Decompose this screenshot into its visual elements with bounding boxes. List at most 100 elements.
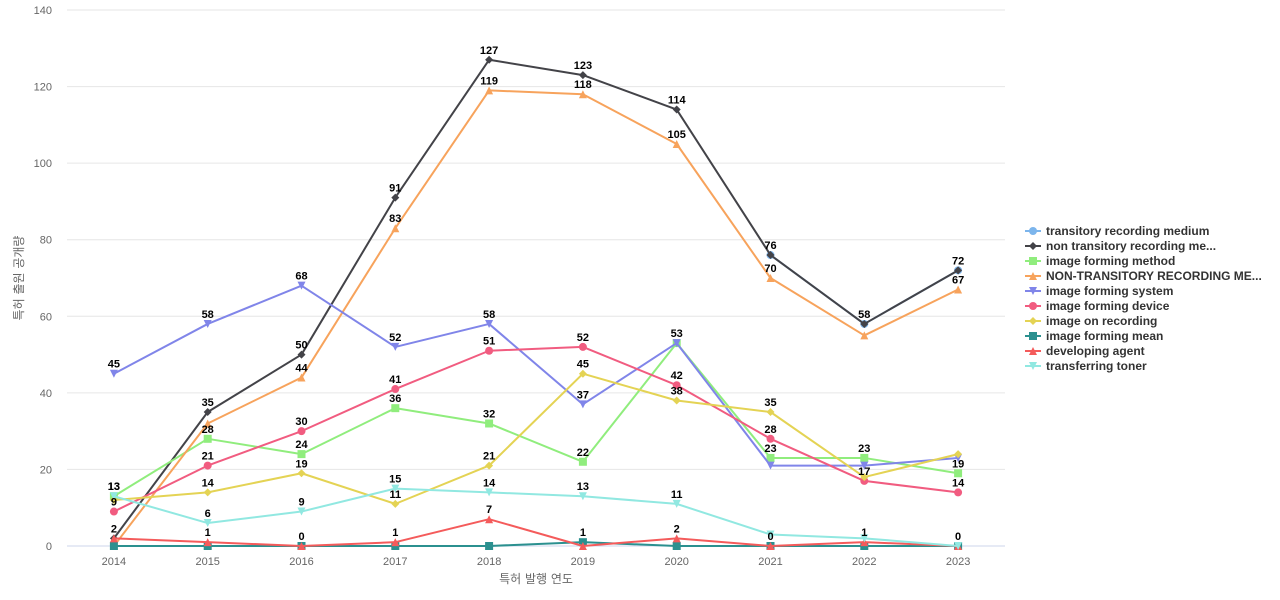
data-point[interactable] <box>391 342 400 351</box>
data-point[interactable] <box>578 71 587 80</box>
data-point[interactable] <box>672 534 681 543</box>
data-point[interactable] <box>766 434 775 443</box>
data-point[interactable] <box>860 319 869 328</box>
data-point[interactable] <box>297 373 306 382</box>
data-point[interactable] <box>297 507 306 516</box>
data-point[interactable] <box>485 488 494 497</box>
data-label: 45 <box>108 359 120 371</box>
data-point[interactable] <box>954 285 963 294</box>
data-point[interactable] <box>766 408 775 416</box>
data-point[interactable] <box>203 519 212 528</box>
data-point[interactable] <box>203 419 212 428</box>
data-point[interactable] <box>672 339 681 348</box>
data-point[interactable] <box>297 469 306 478</box>
series-line[interactable] <box>113 518 959 547</box>
data-point[interactable] <box>766 461 775 470</box>
series-line[interactable] <box>113 541 959 547</box>
data-point[interactable] <box>485 319 494 328</box>
data-point[interactable] <box>203 461 212 470</box>
data-point[interactable] <box>578 342 587 351</box>
data-point[interactable] <box>860 453 869 462</box>
series-line[interactable] <box>113 345 959 513</box>
data-point[interactable] <box>766 453 775 462</box>
data-point[interactable] <box>672 499 681 508</box>
data-point[interactable] <box>203 488 212 497</box>
legend-item[interactable]: image forming method <box>1025 254 1175 268</box>
legend-item[interactable]: developing agent <box>1025 344 1145 358</box>
data-point[interactable] <box>391 385 400 394</box>
data-point[interactable] <box>860 331 869 340</box>
data-point[interactable] <box>485 55 494 64</box>
legend-item[interactable]: image on recording <box>1025 314 1157 328</box>
data-point[interactable] <box>203 408 212 416</box>
data-point[interactable] <box>391 404 400 413</box>
data-point[interactable] <box>109 369 118 378</box>
data-point[interactable] <box>485 346 494 355</box>
data-point[interactable] <box>297 350 306 359</box>
data-point[interactable] <box>578 400 587 409</box>
data-point[interactable] <box>391 484 400 493</box>
series-line[interactable] <box>113 372 959 505</box>
data-point[interactable] <box>109 542 118 550</box>
data-label: 1 <box>392 527 398 539</box>
data-point[interactable] <box>109 507 118 516</box>
data-label: 9 <box>298 497 304 509</box>
data-point[interactable] <box>766 530 775 539</box>
data-point[interactable] <box>672 542 681 550</box>
data-point[interactable] <box>672 396 681 405</box>
data-point[interactable] <box>391 193 400 202</box>
data-point[interactable] <box>766 274 775 282</box>
legend-item[interactable]: transitory recording medium <box>1025 224 1209 238</box>
data-point[interactable] <box>578 90 587 99</box>
data-point[interactable] <box>766 542 775 550</box>
data-point[interactable] <box>954 450 963 459</box>
series-line[interactable] <box>113 284 959 467</box>
data-point[interactable] <box>391 499 400 508</box>
data-point[interactable] <box>672 381 681 390</box>
data-label: 7 <box>486 504 492 516</box>
data-point[interactable] <box>203 319 212 328</box>
data-point[interactable] <box>954 488 963 497</box>
data-point[interactable] <box>297 450 306 459</box>
series-line[interactable] <box>113 342 959 498</box>
data-point[interactable] <box>578 369 587 378</box>
data-point[interactable] <box>485 542 494 550</box>
series-line[interactable] <box>113 89 959 547</box>
data-label: 2 <box>111 523 117 535</box>
series-line[interactable] <box>113 58 959 539</box>
data-point[interactable] <box>954 542 963 550</box>
data-point[interactable] <box>954 469 963 478</box>
legend-item[interactable]: image forming device <box>1025 299 1170 313</box>
data-point[interactable] <box>203 434 212 443</box>
data-point[interactable] <box>860 473 869 482</box>
data-point[interactable] <box>578 457 587 466</box>
legend-item[interactable]: image forming system <box>1025 284 1173 298</box>
data-point[interactable] <box>109 492 118 501</box>
data-point[interactable] <box>485 515 494 524</box>
data-point[interactable] <box>672 105 681 114</box>
data-point[interactable] <box>391 538 400 547</box>
data-point[interactable] <box>485 419 494 428</box>
data-point[interactable] <box>485 461 494 470</box>
data-point[interactable] <box>672 140 681 148</box>
data-point[interactable] <box>109 534 118 543</box>
data-point[interactable] <box>391 224 400 233</box>
data-point[interactable] <box>297 281 306 290</box>
legend-item[interactable]: image forming mean <box>1025 329 1163 343</box>
legend-item[interactable]: transferring toner <box>1025 359 1147 373</box>
data-point[interactable] <box>485 86 494 95</box>
data-point[interactable] <box>297 542 306 550</box>
data-point[interactable] <box>578 542 587 550</box>
legend-item[interactable]: non transitory recording me... <box>1025 239 1216 253</box>
data-point[interactable] <box>954 266 963 275</box>
data-point[interactable] <box>860 534 869 543</box>
data-label: 0 <box>955 531 961 543</box>
legend-item[interactable]: NON-TRANSITORY RECORDING ME... <box>1025 269 1262 283</box>
data-label: 41 <box>389 374 401 386</box>
data-point[interactable] <box>203 538 212 547</box>
data-point[interactable] <box>766 251 775 260</box>
series-line[interactable] <box>113 487 959 547</box>
data-point[interactable] <box>578 492 587 501</box>
data-point[interactable] <box>297 427 306 436</box>
data-point[interactable] <box>860 461 869 470</box>
